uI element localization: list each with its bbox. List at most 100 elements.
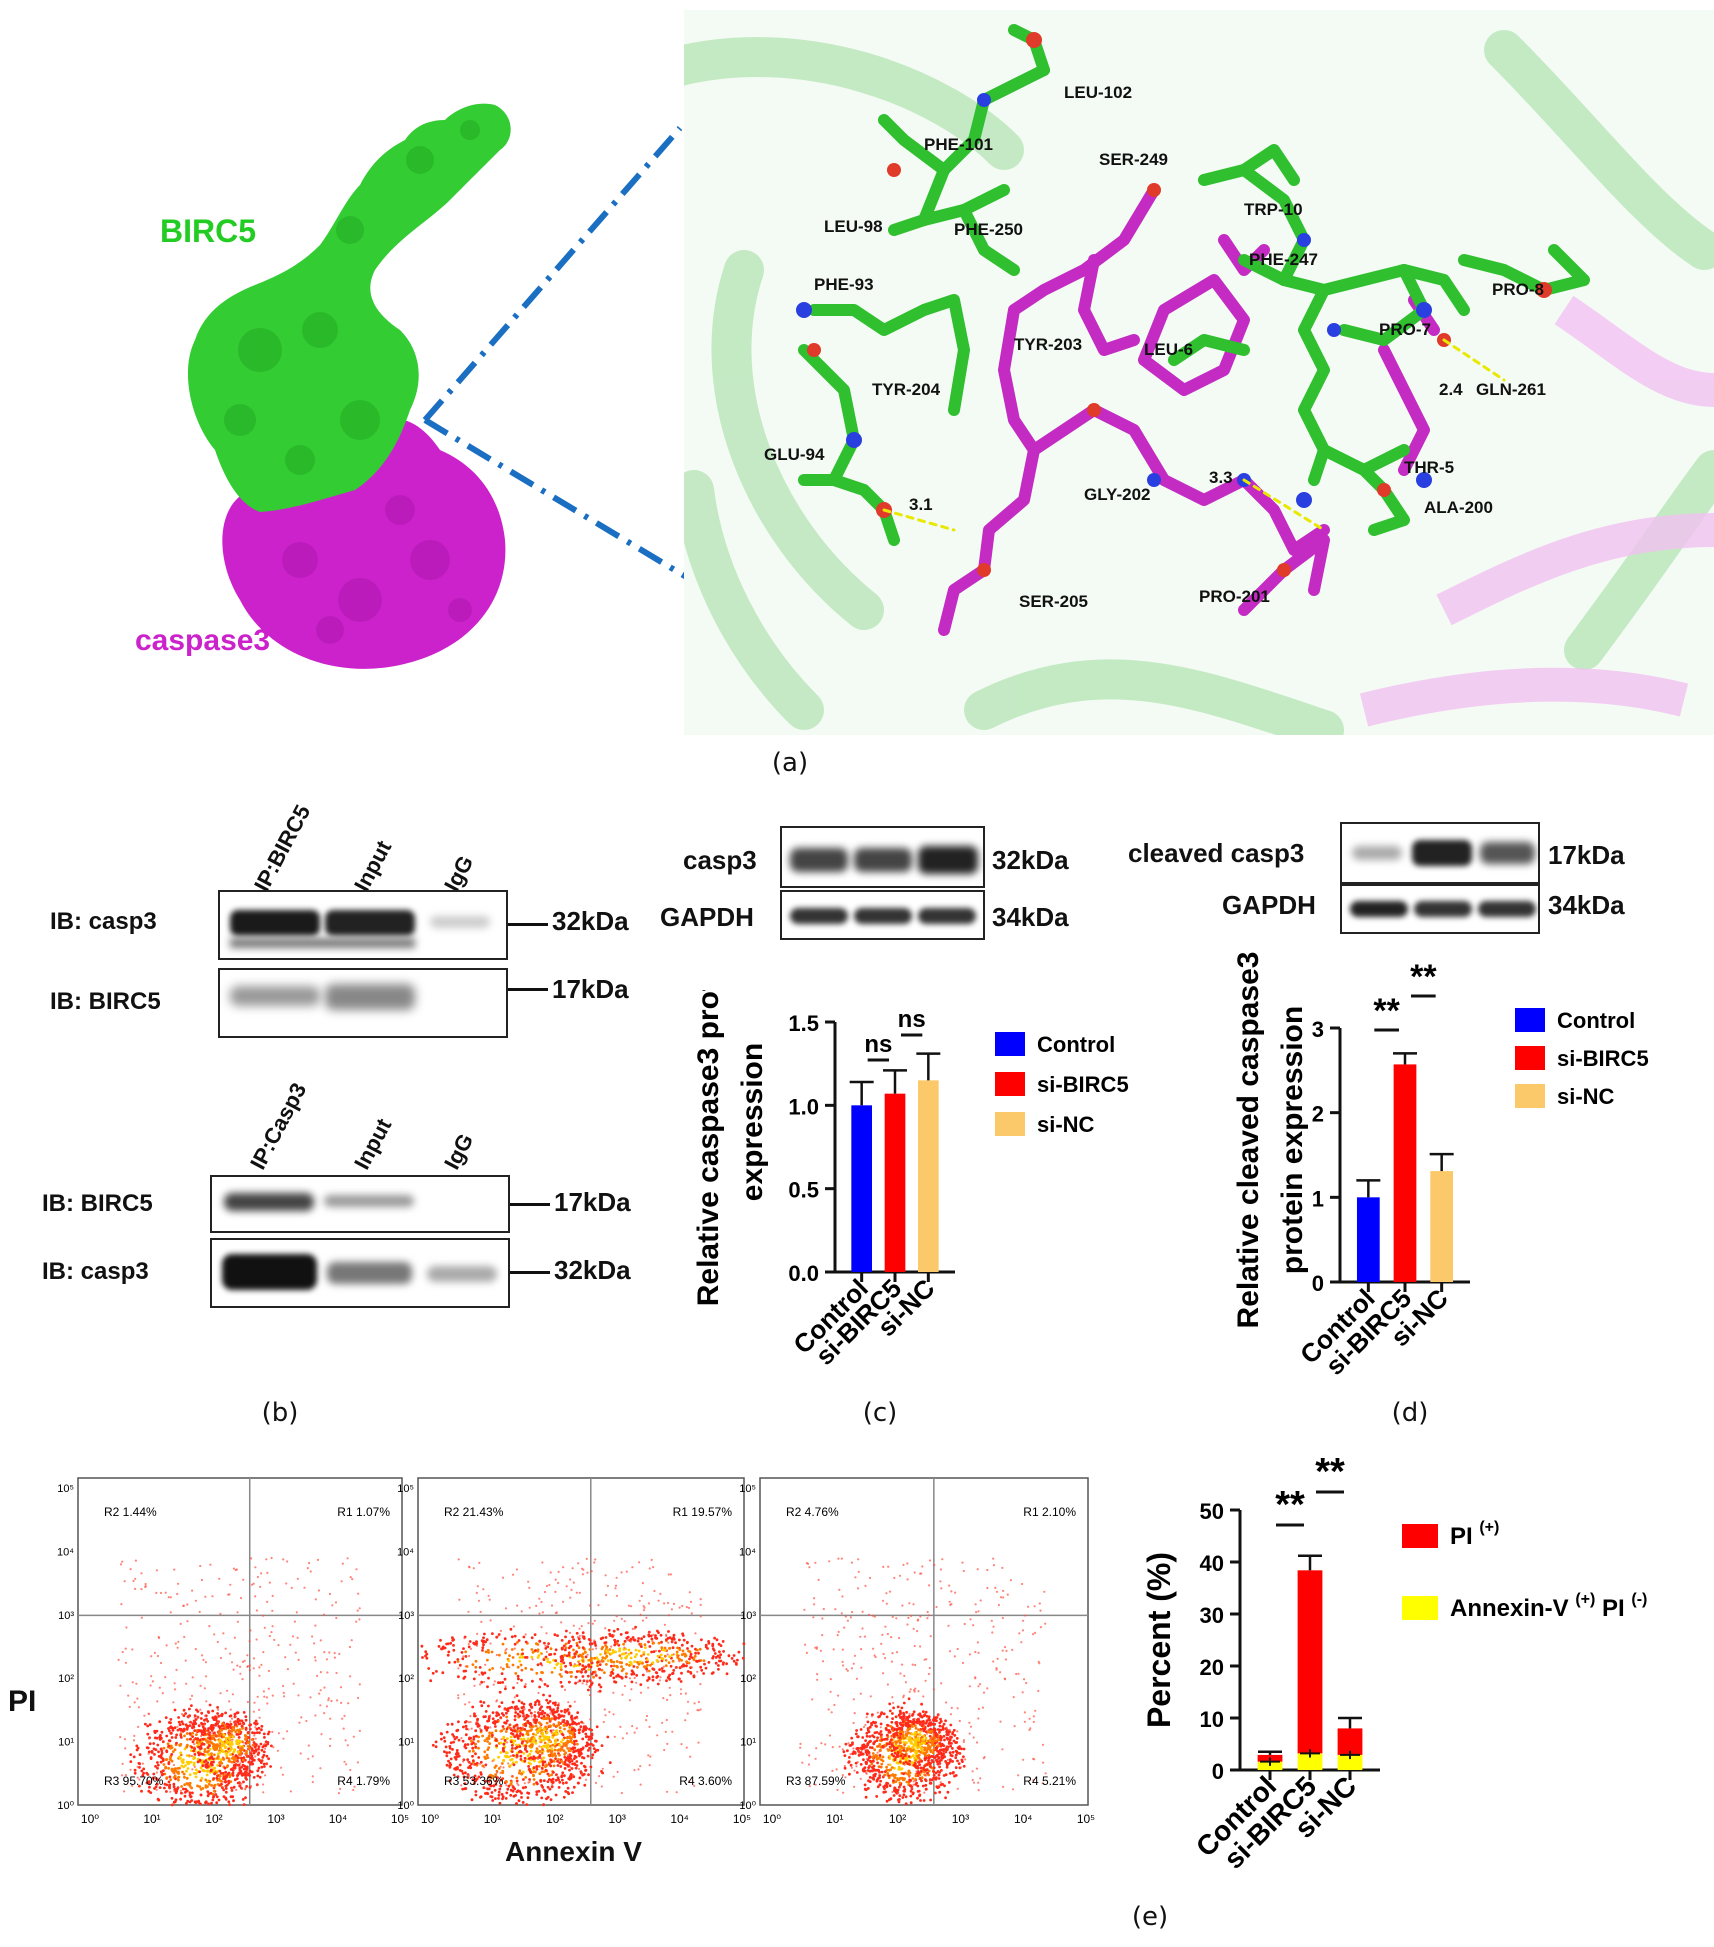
event-dot bbox=[548, 1725, 552, 1728]
event-dot bbox=[694, 1632, 697, 1635]
event-dot bbox=[329, 1717, 332, 1720]
event-dot bbox=[1034, 1709, 1037, 1712]
event-dot bbox=[159, 1591, 163, 1595]
event-dot bbox=[875, 1755, 878, 1759]
distance-label: 3.1 bbox=[909, 495, 933, 514]
event-dot bbox=[285, 1582, 288, 1585]
event-dot bbox=[317, 1589, 321, 1592]
event-dot bbox=[232, 1567, 235, 1570]
event-dot bbox=[1005, 1649, 1008, 1652]
event-dot bbox=[940, 1682, 943, 1685]
event-dot bbox=[903, 1743, 906, 1747]
event-dot bbox=[515, 1779, 519, 1783]
event-dot bbox=[248, 1669, 251, 1672]
event-dot bbox=[478, 1673, 481, 1676]
event-dot bbox=[313, 1642, 316, 1645]
event-dot bbox=[564, 1635, 567, 1639]
event-dot bbox=[320, 1733, 323, 1736]
event-dot bbox=[440, 1737, 443, 1741]
event-dot bbox=[880, 1770, 884, 1774]
event-dot bbox=[852, 1721, 855, 1725]
event-dot bbox=[169, 1611, 172, 1614]
event-dot bbox=[488, 1598, 491, 1601]
event-dot bbox=[813, 1597, 816, 1600]
event-dot bbox=[524, 1683, 527, 1686]
event-dot bbox=[612, 1775, 615, 1778]
event-dot bbox=[925, 1748, 929, 1751]
event-dot bbox=[212, 1734, 216, 1737]
event-dot bbox=[637, 1649, 641, 1653]
event-dot bbox=[505, 1647, 508, 1651]
event-dot bbox=[584, 1725, 587, 1729]
event-dot bbox=[203, 1718, 206, 1722]
event-dot bbox=[469, 1766, 473, 1770]
event-dot bbox=[478, 1762, 482, 1765]
event-dot bbox=[169, 1778, 173, 1781]
event-dot bbox=[495, 1700, 498, 1703]
event-dot bbox=[526, 1737, 530, 1741]
event-dot bbox=[477, 1746, 480, 1750]
event-dot bbox=[672, 1653, 676, 1656]
event-dot bbox=[905, 1732, 908, 1736]
event-dot bbox=[311, 1755, 314, 1758]
event-dot bbox=[262, 1614, 265, 1617]
event-dot bbox=[496, 1776, 499, 1779]
event-dot bbox=[564, 1710, 567, 1713]
event-dot bbox=[178, 1727, 182, 1731]
event-dot bbox=[493, 1766, 497, 1769]
event-dot bbox=[898, 1760, 902, 1764]
event-dot bbox=[271, 1609, 274, 1612]
event-dot bbox=[177, 1716, 181, 1719]
event-dot bbox=[477, 1735, 480, 1739]
event-dot bbox=[589, 1765, 593, 1769]
event-dot bbox=[170, 1753, 174, 1756]
event-dot bbox=[587, 1749, 590, 1752]
event-dot bbox=[236, 1759, 239, 1763]
event-dot bbox=[314, 1659, 317, 1662]
event-dot bbox=[319, 1689, 322, 1692]
event-dot bbox=[921, 1565, 924, 1568]
event-dot bbox=[213, 1633, 216, 1636]
event-dot bbox=[179, 1736, 183, 1739]
event-dot bbox=[229, 1780, 233, 1783]
event-dot bbox=[124, 1773, 127, 1777]
event-dot bbox=[479, 1610, 482, 1613]
event-dot bbox=[560, 1709, 563, 1713]
event-dot bbox=[587, 1668, 591, 1671]
event-dot bbox=[543, 1711, 547, 1715]
event-dot bbox=[164, 1765, 168, 1769]
event-dot bbox=[597, 1690, 600, 1693]
event-dot bbox=[928, 1747, 931, 1751]
event-dot bbox=[239, 1596, 243, 1600]
event-dot bbox=[448, 1779, 452, 1783]
event-dot bbox=[206, 1790, 210, 1793]
event-dot bbox=[853, 1751, 857, 1755]
event-dot bbox=[968, 1653, 972, 1656]
event-dot bbox=[566, 1791, 570, 1794]
event-dot bbox=[808, 1754, 811, 1757]
event-dot bbox=[173, 1682, 176, 1685]
event-dot bbox=[216, 1721, 219, 1724]
event-dot bbox=[471, 1778, 475, 1782]
event-dot bbox=[464, 1665, 467, 1668]
event-dot bbox=[251, 1758, 255, 1762]
event-dot bbox=[569, 1675, 573, 1678]
event-dot bbox=[482, 1636, 485, 1640]
event-dot bbox=[537, 1700, 541, 1704]
event-dot bbox=[638, 1561, 641, 1564]
event-dot bbox=[613, 1619, 616, 1622]
event-dot bbox=[616, 1639, 620, 1643]
event-dot bbox=[554, 1703, 557, 1707]
event-dot bbox=[206, 1729, 210, 1732]
event-dot bbox=[495, 1771, 499, 1774]
event-dot bbox=[173, 1789, 176, 1792]
event-dot bbox=[352, 1735, 355, 1738]
event-dot bbox=[229, 1720, 232, 1723]
event-dot bbox=[649, 1663, 652, 1667]
event-dot bbox=[963, 1622, 966, 1626]
event-dot bbox=[546, 1645, 550, 1649]
event-dot bbox=[262, 1791, 265, 1794]
event-dot bbox=[905, 1721, 908, 1725]
event-dot bbox=[224, 1727, 228, 1731]
event-dot bbox=[894, 1741, 898, 1745]
